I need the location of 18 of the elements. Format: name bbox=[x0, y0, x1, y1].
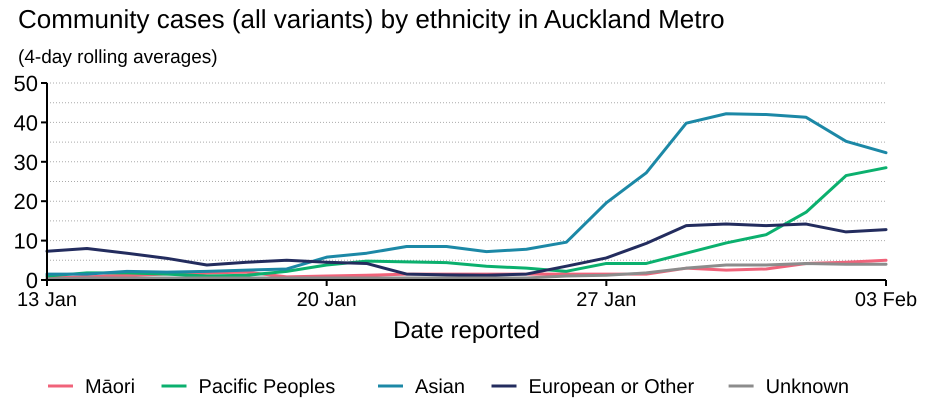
x-tick-label: 03 Feb bbox=[854, 289, 918, 311]
y-tick-label: 20 bbox=[14, 189, 38, 214]
y-tick-label: 10 bbox=[14, 228, 38, 254]
x-tick-label: 27 Jan bbox=[576, 289, 636, 311]
y-tick-label: 30 bbox=[14, 150, 38, 175]
y-tick-label: 50 bbox=[14, 71, 38, 96]
legend-label: European or Other bbox=[528, 376, 694, 398]
chart-title: Community cases (all variants) by ethnicity in Auckland Metro bbox=[18, 4, 725, 34]
line-series bbox=[46, 112, 888, 276]
legend-label: Māori bbox=[85, 376, 136, 398]
legend-label: Pacific Peoples bbox=[198, 376, 336, 398]
y-tick-label: 40 bbox=[14, 110, 38, 136]
legend-label: Unknown bbox=[766, 376, 849, 398]
line-series bbox=[46, 222, 888, 277]
x-axis-title: Date reported bbox=[393, 317, 540, 344]
chart-subtitle: (4-day rolling averages) bbox=[18, 47, 218, 68]
x-tick-label: 20 Jan bbox=[296, 289, 357, 311]
legend-label: Asian bbox=[415, 376, 466, 398]
